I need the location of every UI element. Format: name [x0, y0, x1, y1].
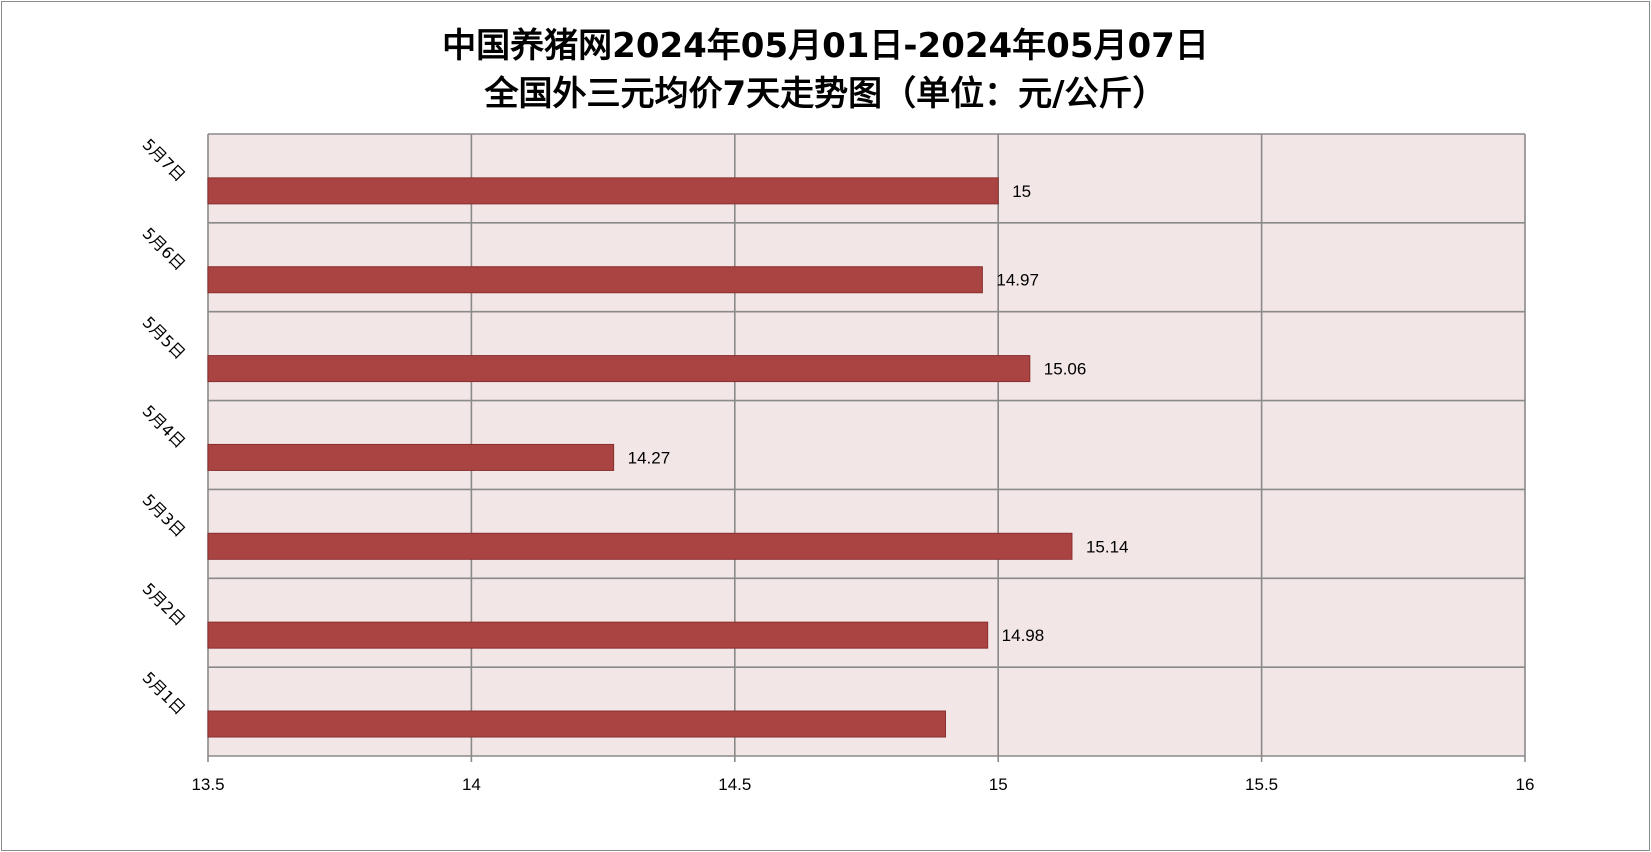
- x-tick-label: 14: [462, 775, 481, 794]
- bar: [207, 355, 1031, 383]
- x-tick-label: 15.5: [1245, 775, 1278, 794]
- chart-title-line-1: 中国养猪网2024年05月01日-2024年05月07日: [442, 26, 1209, 66]
- category-label: 5月5日: [139, 313, 189, 363]
- bar: [207, 621, 989, 649]
- x-tick-label: 15: [989, 775, 1008, 794]
- data-label: 14.27: [628, 448, 671, 467]
- category-label: 5月3日: [139, 490, 189, 540]
- category-label: 5月4日: [139, 401, 189, 451]
- data-label: 15: [1012, 182, 1031, 201]
- chart-title-line-2: 全国外三元均价7天走势图（单位：元/公斤）: [484, 74, 1167, 114]
- category-label: 5月7日: [139, 135, 189, 185]
- x-tick-label: 13.5: [191, 775, 224, 794]
- category-label: 5月1日: [139, 668, 189, 718]
- bar: [207, 266, 983, 294]
- x-tick-label: 14.5: [718, 775, 751, 794]
- bar: [207, 443, 615, 471]
- data-label: 14.98: [1002, 626, 1045, 645]
- bar: [207, 177, 999, 205]
- x-tick-label: 16: [1516, 775, 1535, 794]
- data-label: 15.06: [1044, 360, 1087, 379]
- chart-title: 中国养猪网2024年05月01日-2024年05月07日 全国外三元均价7天走势…: [0, 22, 1651, 118]
- bar: [207, 532, 1073, 560]
- data-label: 14.97: [996, 271, 1039, 290]
- bar: [207, 710, 947, 738]
- category-label: 5月2日: [139, 579, 189, 629]
- category-label: 5月6日: [139, 224, 189, 274]
- data-label: 15.14: [1086, 537, 1129, 556]
